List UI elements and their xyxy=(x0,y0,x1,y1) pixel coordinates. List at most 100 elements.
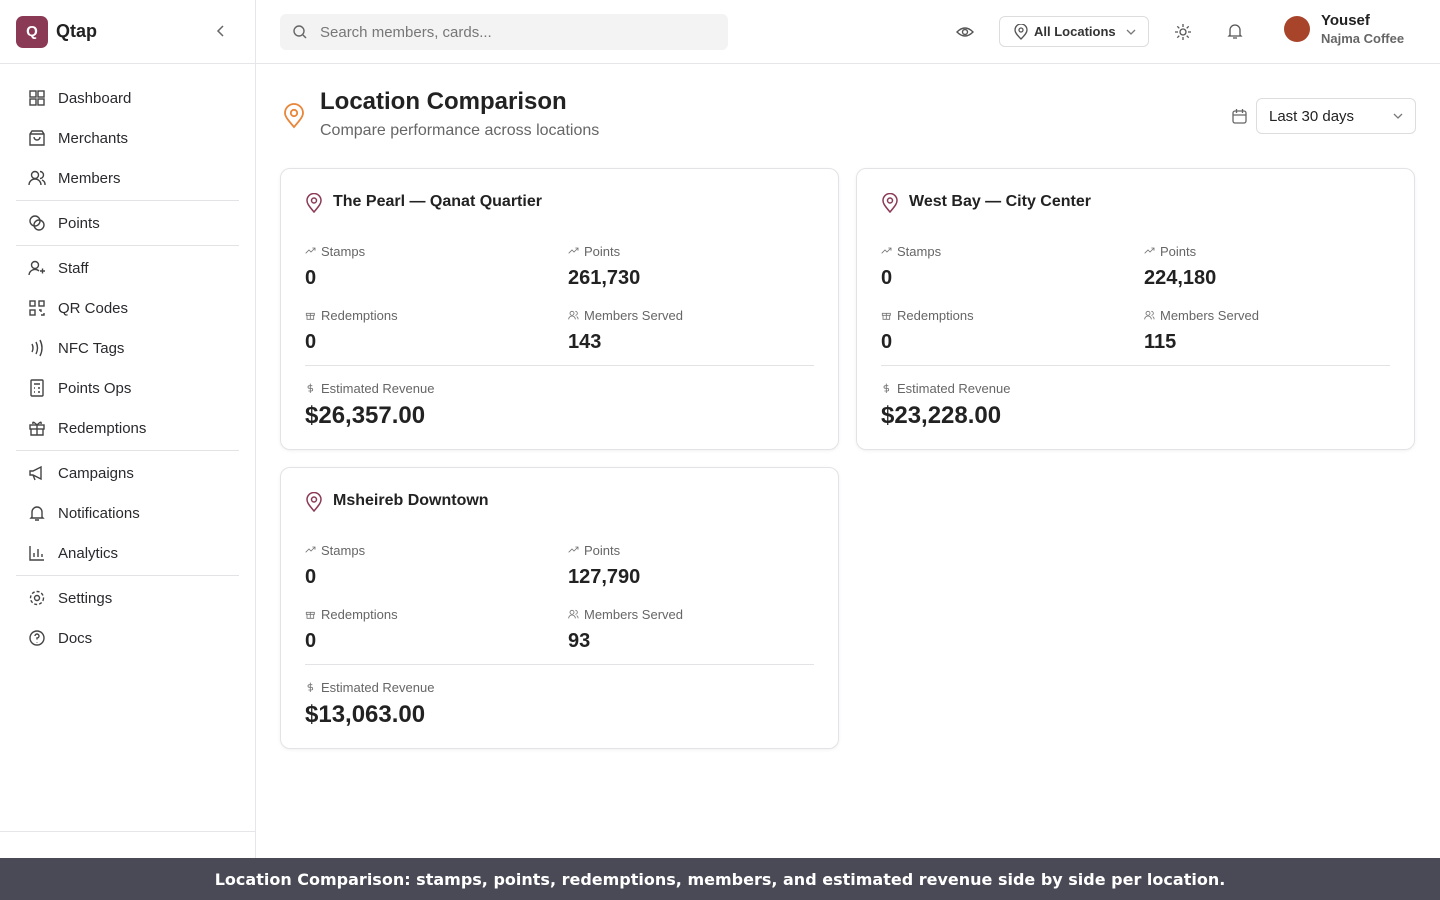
date-range-select[interactable]: Last 30 days xyxy=(1256,98,1416,134)
metric-label: Estimated Revenue xyxy=(881,381,1010,396)
user-name: Yousef xyxy=(1321,12,1370,29)
metric-value: 0 xyxy=(305,331,317,353)
metric-label-text: Members Served xyxy=(584,308,683,323)
location-card: Msheireb Downtown Stamps 0 Points 127,790 Red… xyxy=(280,467,839,749)
nav-item[interactable]: Analytics xyxy=(16,533,239,573)
metric-value: 127,790 xyxy=(568,566,641,588)
nav-label: Redemptions xyxy=(58,419,147,437)
nav-item[interactable]: Campaigns xyxy=(16,453,239,493)
nav-item[interactable]: Members xyxy=(16,158,239,198)
metric-label-text: Members Served xyxy=(1160,308,1259,323)
chevron xyxy=(1126,29,1136,35)
nav-separator xyxy=(16,450,239,451)
nav-label: Staff xyxy=(58,259,89,277)
collapse-button[interactable] xyxy=(214,24,228,38)
nav-item[interactable]: Staff xyxy=(16,248,239,288)
nav-item[interactable]: Redemptions xyxy=(16,408,239,448)
nav-item[interactable]: Dashboard xyxy=(16,78,239,118)
metric-value: $13,063.00 xyxy=(305,701,426,728)
metric-icon xyxy=(305,247,316,254)
metric-icon xyxy=(305,312,315,320)
metric: Redemptions 0 xyxy=(305,607,398,653)
metric: Estimated Revenue $26,357.00 xyxy=(305,381,434,430)
nav-label: Points Ops xyxy=(58,379,132,397)
metric: Members Served 143 xyxy=(568,308,683,354)
location-filter[interactable]: All Locations xyxy=(999,16,1149,47)
metric-icon xyxy=(568,609,579,618)
metric-icon xyxy=(881,312,891,320)
nav-item[interactable]: Settings xyxy=(16,578,239,618)
user-org: Najma Coffee xyxy=(1321,31,1405,46)
card-pin xyxy=(305,491,323,517)
brand-name: Qtap xyxy=(56,21,98,41)
metric-label: Stamps xyxy=(305,543,365,558)
nav-label: Notifications xyxy=(58,504,140,522)
metric-icon xyxy=(307,383,314,393)
metric: Estimated Revenue $13,063.00 xyxy=(305,680,434,729)
metric-label-text: Estimated Revenue xyxy=(897,381,1011,396)
metric-label: Points xyxy=(1144,244,1216,259)
metric-value: $23,228.00 xyxy=(881,402,1002,429)
metric: Points 261,730 xyxy=(568,244,640,290)
nav-icon xyxy=(29,300,45,316)
nav: Dashboard Merchants Members Points Staff QR C… xyxy=(0,64,255,658)
metric-icon xyxy=(305,546,316,553)
metric-label: Stamps xyxy=(305,244,365,259)
metric-icon xyxy=(568,546,579,553)
page-subtitle: Compare performance across locations xyxy=(320,122,600,139)
theme-icon[interactable] xyxy=(1175,24,1191,40)
nav-icon xyxy=(28,260,45,276)
nav-icon xyxy=(29,215,45,231)
location-name: West Bay — City Center xyxy=(909,193,1091,210)
metric-label-text: Stamps xyxy=(897,244,942,259)
sidebar: Q Qtap Dashboard Merchants Members Points St… xyxy=(0,0,256,900)
metric-label-text: Members Served xyxy=(584,607,683,622)
preview-icon[interactable] xyxy=(956,24,974,40)
metric: Stamps 0 xyxy=(305,543,365,589)
nav-label: Analytics xyxy=(58,544,119,562)
user-menu[interactable]: Yousef Najma Coffee xyxy=(1284,12,1404,46)
nav-item[interactable]: Points Ops xyxy=(16,368,239,408)
metric-label-text: Points xyxy=(1160,244,1197,259)
nav-separator xyxy=(16,200,239,201)
nav-item[interactable]: NFC Tags xyxy=(16,328,239,368)
metric-value: 0 xyxy=(305,566,317,588)
nav-label: NFC Tags xyxy=(58,339,125,357)
metric-icon xyxy=(307,682,314,692)
metric-label: Estimated Revenue xyxy=(305,381,434,396)
metric-label-text: Points xyxy=(584,244,621,259)
brand: Q Qtap xyxy=(0,0,255,64)
metric-value: 224,180 xyxy=(1144,267,1217,289)
metric: Points 224,180 xyxy=(1144,244,1216,290)
search-input[interactable]: Search members, cards... xyxy=(280,14,728,50)
nav-item[interactable]: Notifications xyxy=(16,493,239,533)
nav-label: Points xyxy=(58,214,100,232)
location-name: Msheireb Downtown xyxy=(333,492,489,509)
nav-icon xyxy=(29,465,42,481)
metric-label: Points xyxy=(568,244,640,259)
nav-icon xyxy=(29,546,44,561)
metric-label: Members Served xyxy=(568,308,683,323)
metric-value: 143 xyxy=(568,331,602,353)
bell-icon[interactable] xyxy=(1227,23,1243,40)
metric-label: Points xyxy=(568,543,640,558)
nav-separator xyxy=(16,575,239,576)
nav-item[interactable]: Merchants xyxy=(16,118,239,158)
nav-label: Docs xyxy=(58,629,93,647)
metric-icon xyxy=(883,383,890,393)
calendar-icon xyxy=(1232,109,1247,124)
metric: Stamps 0 xyxy=(881,244,941,290)
metric-icon xyxy=(568,247,579,254)
nav-icon xyxy=(28,170,46,186)
nav-icon xyxy=(29,90,45,106)
search-icon xyxy=(293,25,307,39)
caption: Location Comparison: stamps, points, red… xyxy=(0,858,1440,900)
nav-icon xyxy=(29,590,45,606)
nav-item[interactable]: Points xyxy=(16,203,239,243)
metric-label-text: Redemptions xyxy=(897,308,974,323)
nav-item[interactable]: QR Codes xyxy=(16,288,239,328)
nav-item[interactable]: Docs xyxy=(16,618,239,658)
metric-value: 0 xyxy=(881,331,893,353)
